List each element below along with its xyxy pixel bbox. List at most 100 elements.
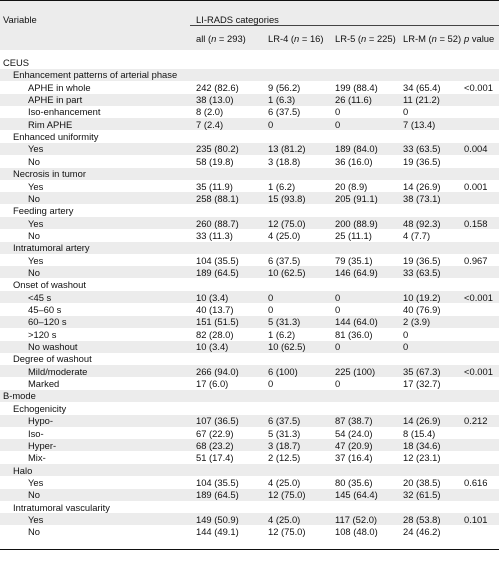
row-label: Mild/moderate [28, 365, 88, 377]
table-cell: 10 (62.5) [268, 341, 306, 353]
p-value-cell: 0.158 [464, 217, 488, 229]
table-cell: 6 (37.5) [268, 415, 301, 427]
p-value-cell: 0.101 [464, 513, 488, 525]
table-cell: 10 (3.4) [196, 291, 229, 303]
table-cell: 19 (36.5) [403, 254, 441, 266]
table-cell: 38 (13.0) [196, 94, 234, 106]
table-cell: 24 (46.2) [403, 526, 441, 538]
table-cell: 199 (88.4) [335, 81, 378, 93]
table-cell: 51 (17.4) [196, 452, 234, 464]
table-cell: 48 (92.3) [403, 217, 441, 229]
table-cell: 12 (23.1) [403, 452, 441, 464]
table-cell: 58 (19.8) [196, 155, 234, 167]
table-cell: 2 (3.9) [403, 316, 431, 328]
table-cell: 189 (64.5) [196, 489, 239, 501]
table-cell: 11 (21.2) [403, 94, 440, 106]
table-cell: 0 [268, 118, 274, 130]
row-label: Rim APHE [28, 118, 73, 130]
table-cell: 5 (31.3) [268, 316, 301, 328]
table-cell: 144 (64.0) [335, 316, 378, 328]
table-cell: 68 (23.2) [196, 439, 234, 451]
section-label: Halo [13, 464, 33, 476]
row-label: Yes [28, 180, 44, 192]
table-cell: 5 (31.3) [268, 427, 301, 439]
row-shading [0, 68, 499, 81]
row-label: No [28, 155, 40, 167]
row-label: <45 s [28, 291, 52, 303]
section-label: Echogenicity [13, 402, 67, 414]
col-header-lrm-text: LR-M (n = 52) [403, 33, 462, 44]
row-label: Marked [28, 378, 60, 390]
row-shading [0, 142, 499, 155]
table-cell: 0 [403, 341, 409, 353]
table-cell: 10 (3.4) [196, 341, 229, 353]
table-cell: 0 [335, 304, 341, 315]
bottom-rule [0, 549, 499, 550]
row-label: Yes [28, 476, 44, 488]
col-header-all: all (n = 293) [196, 33, 246, 44]
table-cell: 10 (19.2) [403, 291, 441, 303]
table-cell: 6 (100) [268, 365, 298, 377]
table-cell: 7 (13.4) [403, 118, 436, 130]
table-cell: 260 (88.7) [196, 217, 239, 229]
table-cell: 13 (81.2) [268, 143, 306, 155]
row-shading [0, 414, 499, 427]
table-cell: 266 (94.0) [196, 365, 239, 377]
table-cell: 3 (18.7) [268, 439, 301, 451]
section-label: Intratumoral artery [13, 242, 90, 254]
table-cell: 26 (11.6) [335, 94, 372, 106]
table-cell: 82 (28.0) [196, 328, 234, 340]
row-label: Hyper- [28, 439, 57, 451]
section-label: B-mode [3, 390, 36, 402]
table-cell: 36 (16.0) [335, 155, 373, 167]
col-header-lr5-text: LR-5 (n = 225) [335, 33, 396, 44]
col-header-lrm: LR-M (n = 52) [403, 33, 461, 44]
row-shading [0, 291, 499, 304]
table-cell: 79 (35.1) [335, 254, 373, 266]
table-cell: 33 (63.5) [403, 143, 441, 155]
row-shading [0, 389, 499, 402]
table-cell: 0 [403, 328, 409, 340]
p-value-cell: <0.001 [464, 365, 493, 377]
row-shading [0, 488, 499, 501]
table-cell: 1 (6.3) [268, 94, 296, 106]
table-cell: 17 (6.0) [196, 378, 229, 390]
table-cell: 10 (62.5) [268, 266, 306, 278]
row-shading [0, 217, 499, 230]
table-cell: 0 [268, 378, 274, 390]
table-cell: 19 (36.5) [403, 155, 441, 167]
table-cell: 242 (82.6) [196, 81, 239, 93]
table-cell: 4 (25.0) [268, 229, 301, 241]
table-cell: 0 [335, 378, 341, 390]
table-cell: 1 (6.2) [268, 180, 296, 192]
col-header-lr4: LR-4 (n = 16) [268, 33, 324, 44]
table-cell: 38 (73.1) [403, 192, 441, 204]
table-cell: 4 (25.0) [268, 513, 301, 525]
table-cell: 151 (51.5) [196, 316, 239, 328]
table-cell: 7 (2.4) [196, 118, 224, 130]
table-cell: 47 (20.9) [335, 439, 373, 451]
row-shading [0, 266, 499, 279]
p-value-cell: 0.967 [464, 254, 488, 266]
table-cell: 0 [335, 341, 341, 353]
table-cell: 4 (7.7) [403, 229, 431, 241]
table-cell: 81 (36.0) [335, 328, 373, 340]
table-cell: 0 [268, 291, 274, 303]
table-cell: 0 [268, 304, 274, 315]
table-cell: 14 (26.9) [403, 180, 441, 192]
table-cell: 189 (84.0) [335, 143, 378, 155]
table-cell: 33 (11.3) [196, 229, 233, 241]
p-value-cell: <0.001 [464, 81, 493, 93]
table-cell: 20 (8.9) [335, 180, 368, 192]
table-cell: 54 (24.0) [335, 427, 373, 439]
p-value-cell: 0.616 [464, 476, 488, 488]
row-label: Iso- [28, 427, 44, 439]
row-shading [0, 340, 499, 353]
table-cell: 3 (18.8) [268, 155, 301, 167]
table-cell: 87 (38.7) [335, 415, 373, 427]
table-cell: 144 (49.1) [196, 526, 239, 538]
col-header-pvalue: p value [464, 33, 494, 44]
section-label: Feeding artery [13, 205, 74, 217]
row-shading [0, 118, 499, 131]
